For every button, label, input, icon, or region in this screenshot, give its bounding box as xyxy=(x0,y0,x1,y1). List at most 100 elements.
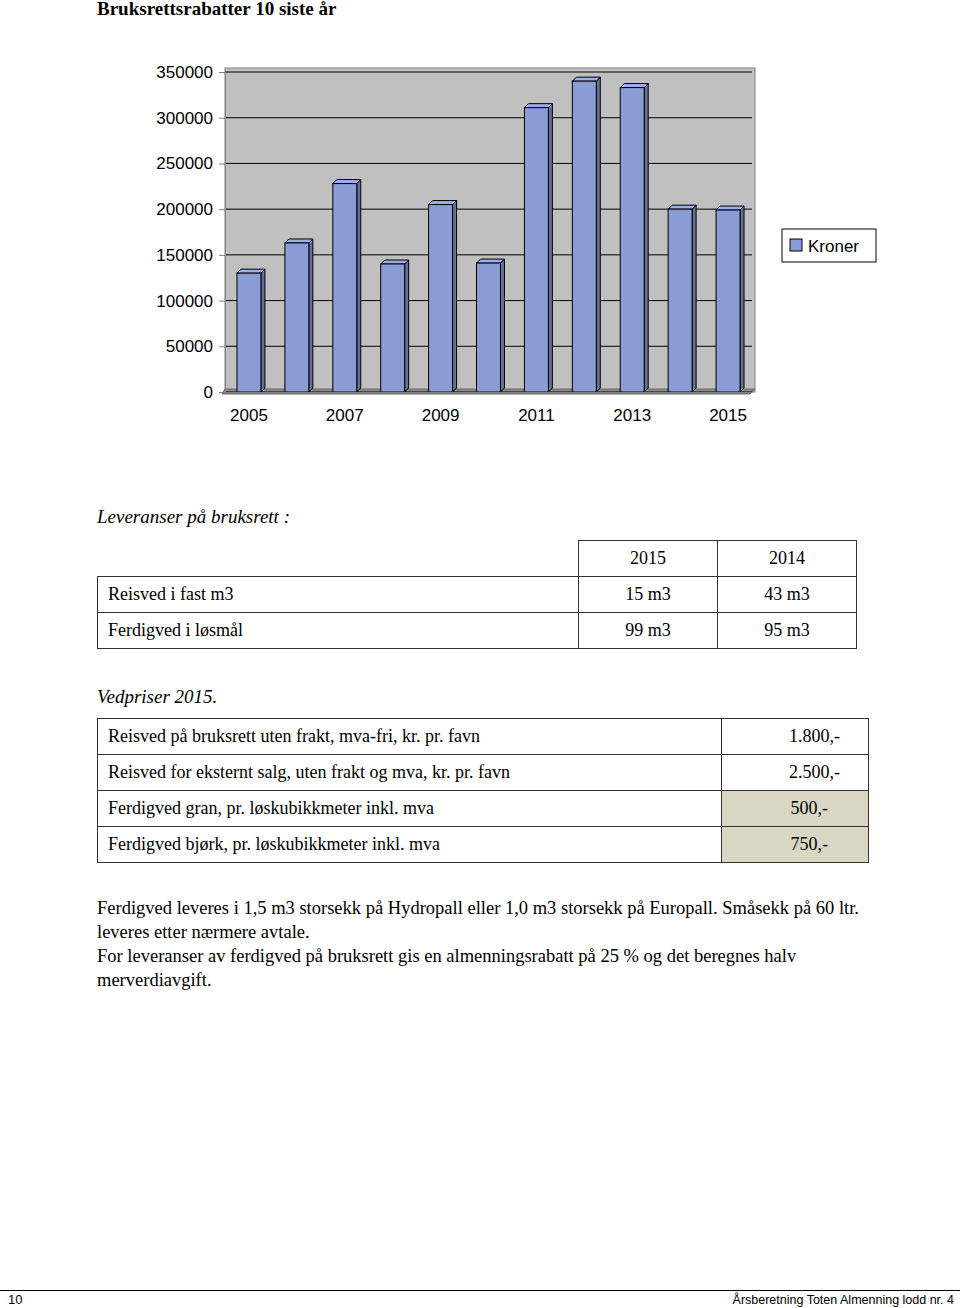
table: 20152014Reisved i fast m315 m343 m3Ferdi… xyxy=(97,540,857,649)
bar-top xyxy=(716,206,744,210)
bar xyxy=(716,210,740,392)
paragraph: Ferdigved leveres i 1,5 m3 storsekk på H… xyxy=(97,896,909,944)
table-row: Ferdigved gran, pr. løskubikkmeter inkl.… xyxy=(98,791,869,827)
table-row: Ferdigved bjørk, pr. løskubikkmeter inkl… xyxy=(98,827,869,863)
y-tick: 200000 xyxy=(156,200,225,219)
x-tick: 2013 xyxy=(613,406,651,425)
bar-top xyxy=(668,205,696,209)
bar-side xyxy=(453,201,457,392)
y-tick-label: 300000 xyxy=(156,109,213,128)
bar-side xyxy=(357,180,361,392)
x-axis-line xyxy=(226,392,753,393)
grid-line xyxy=(225,117,752,118)
x-tick-label: 2011 xyxy=(518,406,555,425)
y-axis: 0 50000 100000 150000 200000 250000 300000 3500… xyxy=(156,63,225,402)
x-tick: 2007 xyxy=(326,406,364,425)
table-cell: Ferdigved gran, pr. løskubikkmeter inkl.… xyxy=(98,791,722,827)
chart-svg: 0 50000 100000 150000 200000 250000 300000 3500… xyxy=(0,0,960,440)
table-row: Reisved for eksternt salg, uten frakt og… xyxy=(98,755,869,791)
table-header-cell: 2014 xyxy=(718,541,857,577)
y-tick-mark xyxy=(219,255,225,256)
bar-side xyxy=(309,239,313,392)
table-cell: 15 m3 xyxy=(579,577,718,613)
bar-top xyxy=(477,259,505,263)
y-tick-label: 250000 xyxy=(156,154,213,173)
bar xyxy=(477,263,501,392)
table: Reisved på bruksrett uten frakt, mva-fri… xyxy=(97,718,869,863)
legend: Kroner xyxy=(782,229,876,262)
section-heading: Leveranser på bruksrett : xyxy=(97,506,290,528)
y-tick-mark xyxy=(219,209,225,210)
table-cell: 43 m3 xyxy=(718,577,857,613)
plot-background xyxy=(225,68,755,392)
table-header-cell: 2015 xyxy=(579,541,718,577)
table-cell: Reisved på bruksrett uten frakt, mva-fri… xyxy=(98,719,722,755)
y-tick-label: 350000 xyxy=(156,63,213,82)
table-cell: Reisved i fast m3 xyxy=(98,577,579,613)
paragraph: For leveranser av ferdigved på bruksrett… xyxy=(97,944,909,992)
table-row: Ferdigved i løsmål99 m395 m3 xyxy=(98,613,857,649)
x-tick: 2011 xyxy=(518,406,555,425)
y-tick: 250000 xyxy=(156,154,225,173)
bar-side xyxy=(261,269,265,392)
y-tick-mark xyxy=(219,301,225,302)
text-block: Ferdigved leveres i 1,5 m3 storsekk på H… xyxy=(97,896,909,992)
bar-side xyxy=(548,104,552,392)
bar-top xyxy=(237,269,265,273)
x-tick-label: 2007 xyxy=(326,406,364,425)
y-tick-label: 150000 xyxy=(156,246,213,265)
grid-line xyxy=(225,72,752,73)
bar-top xyxy=(333,180,361,184)
bar-side xyxy=(500,259,504,392)
table-cell xyxy=(98,541,579,577)
bar-side xyxy=(740,206,744,392)
y-tick: 50000 xyxy=(166,337,225,356)
legend-swatch xyxy=(790,239,802,251)
x-tick-label: 2005 xyxy=(230,406,268,425)
y-tick-label: 100000 xyxy=(156,292,213,311)
bar xyxy=(285,243,309,392)
bar xyxy=(668,209,692,392)
y-tick-mark xyxy=(219,118,225,119)
bar xyxy=(333,184,357,392)
x-tick: 2015 xyxy=(709,406,747,425)
section-heading: Vedpriser 2015. xyxy=(97,686,217,708)
bar-side xyxy=(405,260,409,392)
table-row: 20152014 xyxy=(98,541,857,577)
bar-top xyxy=(572,77,600,81)
y-tick: 350000 xyxy=(156,63,225,82)
bar xyxy=(524,108,548,392)
y-tick: 150000 xyxy=(156,246,225,265)
bar-side xyxy=(596,77,600,392)
table-cell: 1.800,- xyxy=(722,719,869,755)
x-tick-label: 2013 xyxy=(613,406,651,425)
table-cell: Reisved for eksternt salg, uten frakt og… xyxy=(98,755,722,791)
y-tick-label: 0 xyxy=(204,383,213,402)
bar-side xyxy=(644,84,648,392)
bar-top xyxy=(285,239,313,243)
table-cell: 99 m3 xyxy=(579,613,718,649)
bar xyxy=(572,81,596,392)
bars xyxy=(237,77,744,392)
table-cell: Ferdigved bjørk, pr. løskubikkmeter inkl… xyxy=(98,827,722,863)
footer-text: Årsberetning Toten Almenning lodd nr. 4 xyxy=(733,1293,954,1307)
y-tick: 300000 xyxy=(156,109,225,128)
x-tick-label: 2009 xyxy=(422,406,460,425)
bar xyxy=(429,205,453,392)
x-tick-label: 2015 xyxy=(709,406,747,425)
bar xyxy=(620,88,644,392)
table-cell: 500,- xyxy=(722,791,869,827)
legend-label: Kroner xyxy=(808,237,859,256)
y-tick-mark xyxy=(219,163,225,164)
bar xyxy=(381,264,405,392)
table-row: Reisved på bruksrett uten frakt, mva-fri… xyxy=(98,719,869,755)
table-cell: 750,- xyxy=(722,827,869,863)
bar-top xyxy=(620,84,648,88)
y-tick-mark xyxy=(219,392,225,393)
y-tick: 100000 xyxy=(156,292,225,311)
legend-box xyxy=(782,229,876,262)
bar-side xyxy=(692,205,696,392)
table-row: Reisved i fast m315 m343 m3 xyxy=(98,577,857,613)
bar-top xyxy=(429,201,457,205)
grid xyxy=(225,72,752,392)
